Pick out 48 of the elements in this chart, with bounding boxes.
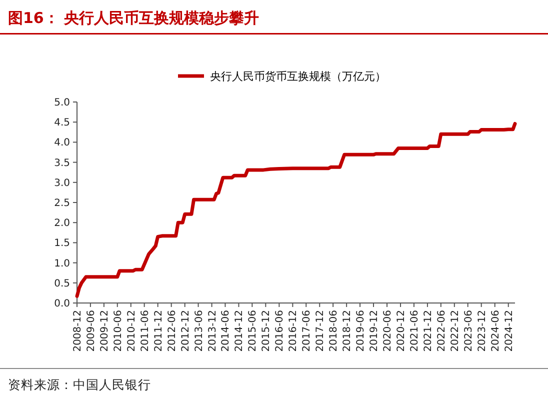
x-tick-label: 2011-12	[153, 310, 164, 352]
x-tick-label: 2024-12	[504, 310, 515, 352]
y-tick-label: 4.5	[54, 118, 70, 129]
x-tick-label: 2017-06	[302, 310, 313, 352]
line-series	[75, 122, 517, 298]
y-tick-label: 5.0	[54, 98, 70, 108]
chart-title: 图16： 央行人民币互换规模稳步攀升	[8, 9, 260, 27]
y-tick-label: 3.5	[54, 158, 70, 169]
y-tick-label: 0.0	[54, 298, 70, 310]
x-tick-label: 2012-06	[166, 310, 178, 352]
x-tick-label: 2023-06	[463, 310, 474, 352]
x-tick-label: 2012-12	[180, 310, 192, 352]
x-tick-label: 2014-06	[220, 310, 232, 352]
legend-label: 央行人民币货币互换规模（万亿元）	[210, 70, 386, 83]
x-tick-label: 2023-12	[476, 310, 488, 352]
x-tick-label: 2015-06	[248, 310, 259, 352]
x-tick-label: 2022-12	[450, 310, 461, 352]
x-tick-label: 2020-12	[396, 310, 408, 352]
text: 资料来源：中国人民银行	[8, 377, 151, 392]
x-tick-label: 2016-12	[288, 310, 300, 352]
y-tick-label: 1.5	[54, 238, 70, 250]
x-tick-label: 2019-06	[355, 310, 366, 352]
y-tick-label: 1.0	[54, 258, 70, 270]
x-tick-label: 2017-12	[315, 310, 326, 352]
x-tick-label: 2018-06	[328, 310, 340, 352]
x-tick-label: 2008-12	[72, 310, 84, 352]
x-tick-label: 2011-06	[140, 310, 151, 352]
y-tick-label: 2.0	[54, 218, 70, 230]
x-tick-label: 2013-06	[194, 310, 205, 352]
x-tick-label: 2010-12	[126, 310, 138, 352]
x-tick-label: 2013-12	[207, 310, 218, 352]
x-tick-label: 2021-06	[409, 310, 420, 352]
y-tick-label: 3.0	[54, 178, 70, 189]
x-tick-label: 2014-12	[234, 310, 246, 352]
x-tick-label: 2024-06	[490, 310, 502, 352]
x-tick-label: 2016-06	[274, 310, 286, 352]
y-tick-label: 0.5	[54, 278, 70, 290]
x-tick-label: 2015-12	[261, 310, 272, 352]
x-tick-label: 2019-12	[369, 310, 380, 352]
x-tick-label: 2009-06	[86, 310, 97, 352]
x-tick-label: 2009-12	[99, 310, 110, 352]
x-tick-label: 2018-12	[342, 310, 354, 352]
x-tick-label: 2020-06	[382, 310, 394, 352]
x-tick-label: 2022-06	[436, 310, 448, 352]
y-tick-label: 4.0	[54, 138, 70, 149]
x-tick-label: 2010-06	[112, 310, 124, 352]
y-tick-label: 2.5	[54, 198, 70, 209]
x-tick-label: 2021-12	[422, 310, 434, 352]
